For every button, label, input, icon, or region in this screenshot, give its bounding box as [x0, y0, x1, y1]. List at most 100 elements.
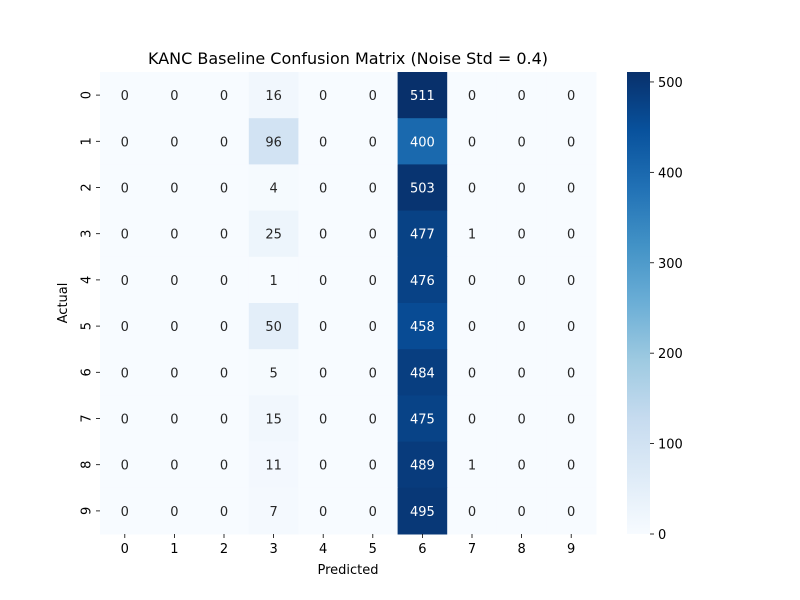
cell-value-label: 1	[468, 228, 476, 243]
cell-value-label: 0	[517, 413, 525, 428]
cell-value-label: 0	[369, 366, 377, 381]
heatmap-cell	[298, 349, 349, 396]
heatmap-cell	[248, 487, 299, 535]
cell-value-label: 0	[170, 89, 178, 104]
cell-value-label: 0	[220, 505, 228, 520]
cell-value-label: 503	[410, 182, 435, 197]
heatmap-cell	[546, 164, 597, 212]
heatmap-cell	[546, 72, 597, 119]
heatmap-cell	[298, 487, 349, 535]
cell-value-label: 0	[369, 320, 377, 335]
heatmap-cell	[397, 487, 448, 535]
cell-value-label: 0	[468, 413, 476, 428]
cell-value-label: 0	[220, 274, 228, 289]
heatmap-cell	[447, 441, 498, 489]
cell-value-label: 0	[369, 135, 377, 150]
cell-value-label: 0	[170, 459, 178, 474]
cell-value-label: 476	[410, 274, 435, 289]
cell-value-label: 400	[410, 135, 435, 150]
heatmap-cell	[100, 210, 151, 258]
cell-value-label: 0	[319, 505, 327, 520]
heatmap-cell	[100, 72, 151, 119]
cell-value-label: 0	[567, 366, 575, 381]
cell-value-label: 0	[567, 89, 575, 104]
cell-value-label: 0	[468, 182, 476, 197]
cell-value-label: 0	[468, 135, 476, 150]
heatmap-cell	[397, 349, 448, 396]
heatmap-cell	[248, 118, 299, 165]
cell-value-label: 0	[468, 89, 476, 104]
cell-value-label: 15	[265, 413, 282, 428]
cell-value-label: 50	[265, 320, 282, 335]
heatmap-cell	[100, 118, 151, 165]
colorbar-tick-label: 400	[658, 166, 683, 181]
heatmap-cell	[248, 349, 299, 396]
heatmap-cell	[199, 487, 250, 535]
cell-value-label: 0	[170, 413, 178, 428]
cell-value-label: 477	[410, 228, 435, 243]
cell-value-label: 7	[269, 505, 277, 520]
cell-value-label: 25	[265, 228, 282, 243]
cell-value-label: 0	[517, 505, 525, 520]
heatmap-cell	[100, 303, 151, 350]
heatmap-cell	[149, 441, 200, 489]
heatmap-cell	[149, 72, 200, 119]
heatmap-cell	[100, 349, 151, 396]
cell-value-label: 0	[567, 320, 575, 335]
heatmap-cell	[546, 349, 597, 396]
heatmap-cell	[298, 441, 349, 489]
heatmap-cell	[546, 118, 597, 165]
heatmap-cell	[546, 256, 597, 304]
heatmap-cell	[298, 303, 349, 350]
heatmap-cell	[496, 441, 547, 489]
heatmap-cell	[199, 349, 250, 396]
x-tick-label: 2	[220, 542, 228, 557]
heatmap-cell	[100, 487, 151, 535]
y-tick-label: 3	[80, 230, 95, 238]
heatmap-cell	[447, 349, 498, 396]
heatmap-cell	[397, 256, 448, 304]
y-axis-label: Actual	[56, 283, 71, 324]
heatmap-cell	[248, 164, 299, 212]
heatmap-cell	[298, 210, 349, 258]
heatmap-cell	[149, 118, 200, 165]
heatmap-cell	[496, 487, 547, 535]
cell-value-label: 0	[121, 89, 129, 104]
heatmap-cell	[447, 487, 498, 535]
cell-value-label: 0	[170, 366, 178, 381]
cell-value-label: 0	[517, 228, 525, 243]
y-tick-label: 9	[80, 507, 95, 515]
cell-value-label: 0	[468, 366, 476, 381]
cell-value-label: 495	[410, 505, 435, 520]
cell-value-label: 1	[269, 274, 277, 289]
colorbar-tick-label: 300	[658, 257, 683, 272]
y-tick-label: 4	[80, 276, 95, 284]
cell-value-label: 0	[220, 320, 228, 335]
heatmap-cell	[100, 164, 151, 212]
heatmap-cell	[447, 164, 498, 212]
heatmap-cell	[298, 256, 349, 304]
cell-value-label: 0	[319, 89, 327, 104]
x-tick-label: 8	[517, 542, 525, 557]
cell-value-label: 0	[121, 459, 129, 474]
cell-value-label: 0	[319, 274, 327, 289]
heatmap-cell	[199, 256, 250, 304]
cell-value-label: 0	[369, 228, 377, 243]
cell-value-label: 484	[410, 366, 435, 381]
cell-value-label: 0	[517, 89, 525, 104]
cell-value-label: 0	[319, 135, 327, 150]
heatmap-cell	[199, 210, 250, 258]
chart-title: KANC Baseline Confusion Matrix (Noise St…	[148, 49, 548, 68]
cell-value-label: 0	[567, 135, 575, 150]
x-tick-label: 6	[418, 542, 426, 557]
colorbar-tick-label: 500	[658, 76, 683, 91]
heatmap-cell	[397, 72, 448, 119]
y-tick-label: 6	[80, 368, 95, 376]
heatmap-cell	[546, 487, 597, 535]
cell-value-label: 0	[220, 182, 228, 197]
cell-value-label: 0	[567, 413, 575, 428]
heatmap-cell	[447, 395, 498, 443]
heatmap-cell	[348, 210, 399, 258]
heatmap-cell	[248, 303, 299, 350]
cell-value-label: 0	[220, 459, 228, 474]
